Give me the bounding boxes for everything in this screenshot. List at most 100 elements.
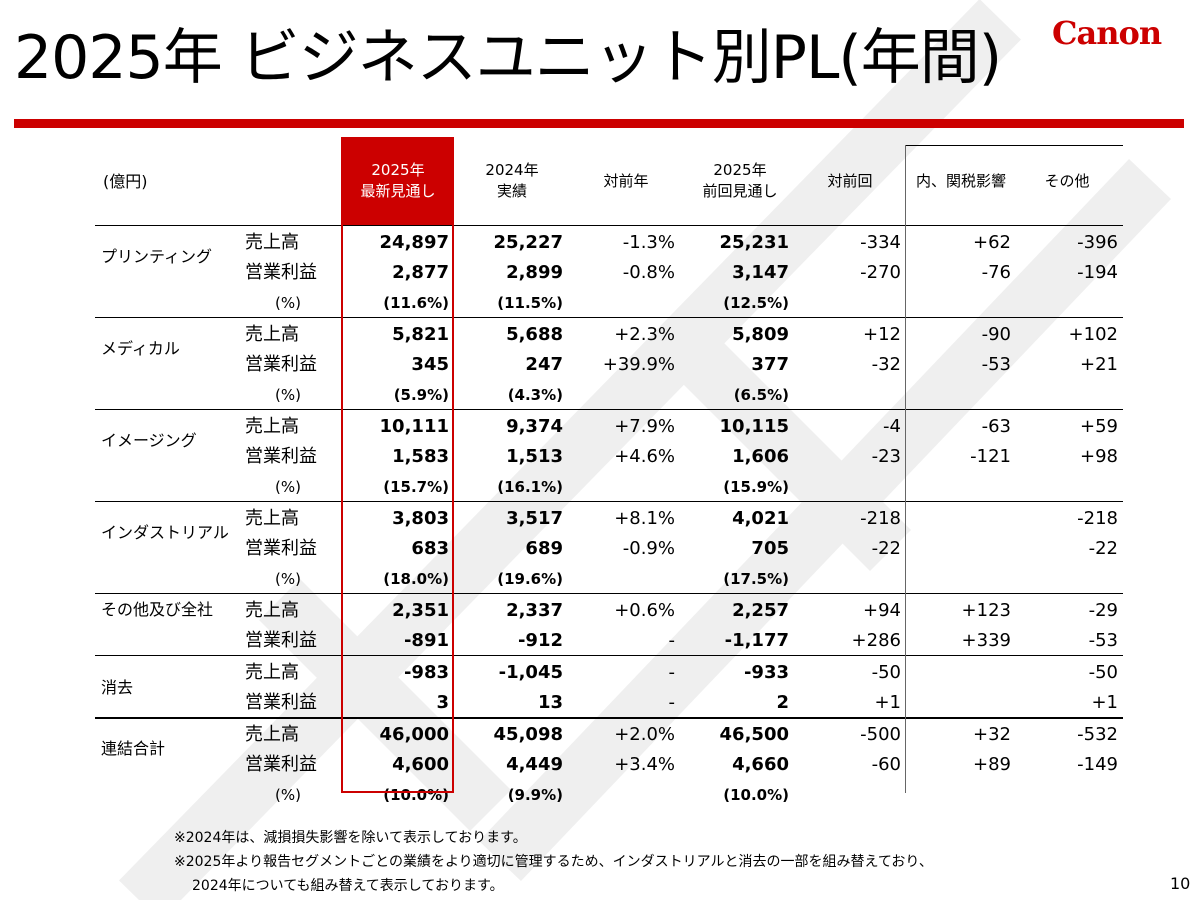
value-cell: -270 xyxy=(860,262,901,283)
header-tariff-impact: 内、関税影響 xyxy=(915,171,1006,190)
page-number: 10 xyxy=(1170,874,1191,893)
table-row: 売上高 5,821 5,688 +2.3% 5,809 +12 -90 +102 xyxy=(95,320,1123,350)
value-cell: +62 xyxy=(973,232,1011,253)
value-cell: (10.0%) xyxy=(723,786,789,804)
value-cell: -500 xyxy=(860,724,901,745)
value-cell: +94 xyxy=(863,600,901,621)
header-2024-actual: 2024年 実績 xyxy=(485,161,539,200)
value-cell xyxy=(907,288,1011,318)
value-cell: (9.9%) xyxy=(507,786,563,804)
value-cell: - xyxy=(668,662,676,683)
value-cell: -0.9% xyxy=(622,538,675,559)
group-separator xyxy=(95,655,1123,656)
value-cell: +98 xyxy=(1080,446,1118,467)
segment-group: 消去 売上高 -983 -1,045- -933 -50 -50 営業利益 3 13-2 +1 +1 xyxy=(95,656,1123,718)
footnote-2: ※2025年より報告セグメントごとの業績をより適切に管理するため、インダストリア… xyxy=(174,854,933,870)
value-cell: 1,606 xyxy=(732,446,789,467)
table-row: (%) (15.7%) (16.1%) (15.9%) xyxy=(95,472,1123,502)
table-row: 営業利益 3 13-2 +1 +1 xyxy=(95,688,1123,718)
value-cell: (16.1%) xyxy=(497,478,563,496)
value-cell: +4.6% xyxy=(614,446,675,467)
value-cell: 1,513 xyxy=(506,446,563,467)
value-cell: 45,098 xyxy=(493,724,563,745)
table-row: 売上高 2,351 2,337 +0.6% 2,257 +94 +123 -29 xyxy=(95,596,1123,626)
value-cell xyxy=(907,564,1011,594)
value-cell xyxy=(565,472,675,502)
value-cell xyxy=(907,504,1011,534)
table-row: 売上高 3,803 3,517 +8.1% 4,021 -218 -218 xyxy=(95,504,1123,534)
value-cell xyxy=(565,564,675,594)
value-cell: +0.6% xyxy=(614,600,675,621)
row-label: 営業利益 xyxy=(245,692,317,713)
value-cell: +59 xyxy=(1080,416,1118,437)
value-cell: -76 xyxy=(981,262,1011,283)
value-cell: -32 xyxy=(871,354,901,375)
value-cell: 10,115 xyxy=(719,416,789,437)
value-cell: -1,045 xyxy=(498,662,563,683)
value-cell: +339 xyxy=(961,630,1011,651)
value-cell: -218 xyxy=(860,508,901,529)
row-label: 売上高 xyxy=(245,232,299,253)
segment-group: インダストリアル 売上高 3,803 3,517 +8.1% 4,021 -218 -218 営… xyxy=(95,502,1123,594)
value-cell xyxy=(907,780,1011,810)
value-cell: -396 xyxy=(1077,232,1118,253)
value-cell xyxy=(795,472,901,502)
value-cell: +39.9% xyxy=(602,354,675,375)
value-cell: 377 xyxy=(751,354,789,375)
value-cell: -149 xyxy=(1077,754,1118,775)
value-cell: - xyxy=(668,630,676,651)
value-cell xyxy=(565,380,675,410)
value-cell: -912 xyxy=(517,630,563,651)
value-cell: +1 xyxy=(1091,692,1118,713)
value-cell: -532 xyxy=(1077,724,1118,745)
table-row: 営業利益 683 689 -0.9% 705 -22 -22 xyxy=(95,534,1123,564)
value-cell: 3,147 xyxy=(732,262,789,283)
page-title: 2025年 ビジネスユニット別PL(年間) xyxy=(14,23,1002,93)
group-separator xyxy=(95,409,1123,410)
segment-group: イメージング 売上高 10,111 9,374 +7.9% 10,115 -4 -63 +59 営… xyxy=(95,410,1123,502)
row-label: (%) xyxy=(275,570,301,588)
value-cell: +2.0% xyxy=(614,724,675,745)
segment-group: その他及び全社 売上高 2,351 2,337 +0.6% 2,257 +94 +123 -29… xyxy=(95,594,1123,656)
value-cell: -60 xyxy=(871,754,901,775)
value-cell: -50 xyxy=(871,662,901,683)
value-cell: (11.5%) xyxy=(497,294,563,312)
value-cell: -121 xyxy=(970,446,1011,467)
value-cell xyxy=(795,780,901,810)
value-cell: 2,337 xyxy=(506,600,563,621)
segment-group: メディカル 売上高 5,821 5,688 +2.3% 5,809 +12 -90 +102 営業… xyxy=(95,318,1123,410)
value-cell: 689 xyxy=(525,538,563,559)
header-previous-forecast: 2025年 前回見通し xyxy=(702,161,778,200)
value-cell: 4,660 xyxy=(732,754,789,775)
value-cell: -933 xyxy=(743,662,789,683)
table-row: 売上高 10,111 9,374 +7.9% 10,115 -4 -63 +59 xyxy=(95,412,1123,442)
value-cell xyxy=(565,288,675,318)
row-label: 売上高 xyxy=(245,724,299,745)
value-cell: +12 xyxy=(863,324,901,345)
value-cell: 5,809 xyxy=(732,324,789,345)
table-row: (%) (5.9%) (4.3%) (6.5%) xyxy=(95,380,1123,410)
row-label: 営業利益 xyxy=(245,262,317,283)
value-cell: -29 xyxy=(1088,600,1118,621)
value-cell: +21 xyxy=(1080,354,1118,375)
value-cell: 25,231 xyxy=(719,232,789,253)
value-cell: (6.5%) xyxy=(733,386,789,404)
value-cell xyxy=(565,780,675,810)
value-cell xyxy=(1015,780,1118,810)
row-label: 売上高 xyxy=(245,508,299,529)
table-row: 営業利益 -891 -912- -1,177 +286 +339 -53 xyxy=(95,626,1123,656)
row-label: 営業利益 xyxy=(245,354,317,375)
value-cell: -63 xyxy=(981,416,1011,437)
row-label: (%) xyxy=(275,294,301,312)
table-row: 売上高 24,897 25,227 -1.3% 25,231 -334 +62 -396 xyxy=(95,228,1123,258)
table-row: (%) (10.0%) (9.9%) (10.0%) xyxy=(95,780,1123,810)
value-cell: -334 xyxy=(860,232,901,253)
value-cell: +7.9% xyxy=(614,416,675,437)
header-unit: (億円) xyxy=(103,171,148,191)
value-cell: -0.8% xyxy=(622,262,675,283)
value-cell: -1.3% xyxy=(622,232,675,253)
row-label: (%) xyxy=(275,478,301,496)
header-topline xyxy=(906,145,1123,146)
value-cell: -4 xyxy=(883,416,901,437)
table-row: (%) (18.0%) (19.6%) (17.5%) xyxy=(95,564,1123,594)
